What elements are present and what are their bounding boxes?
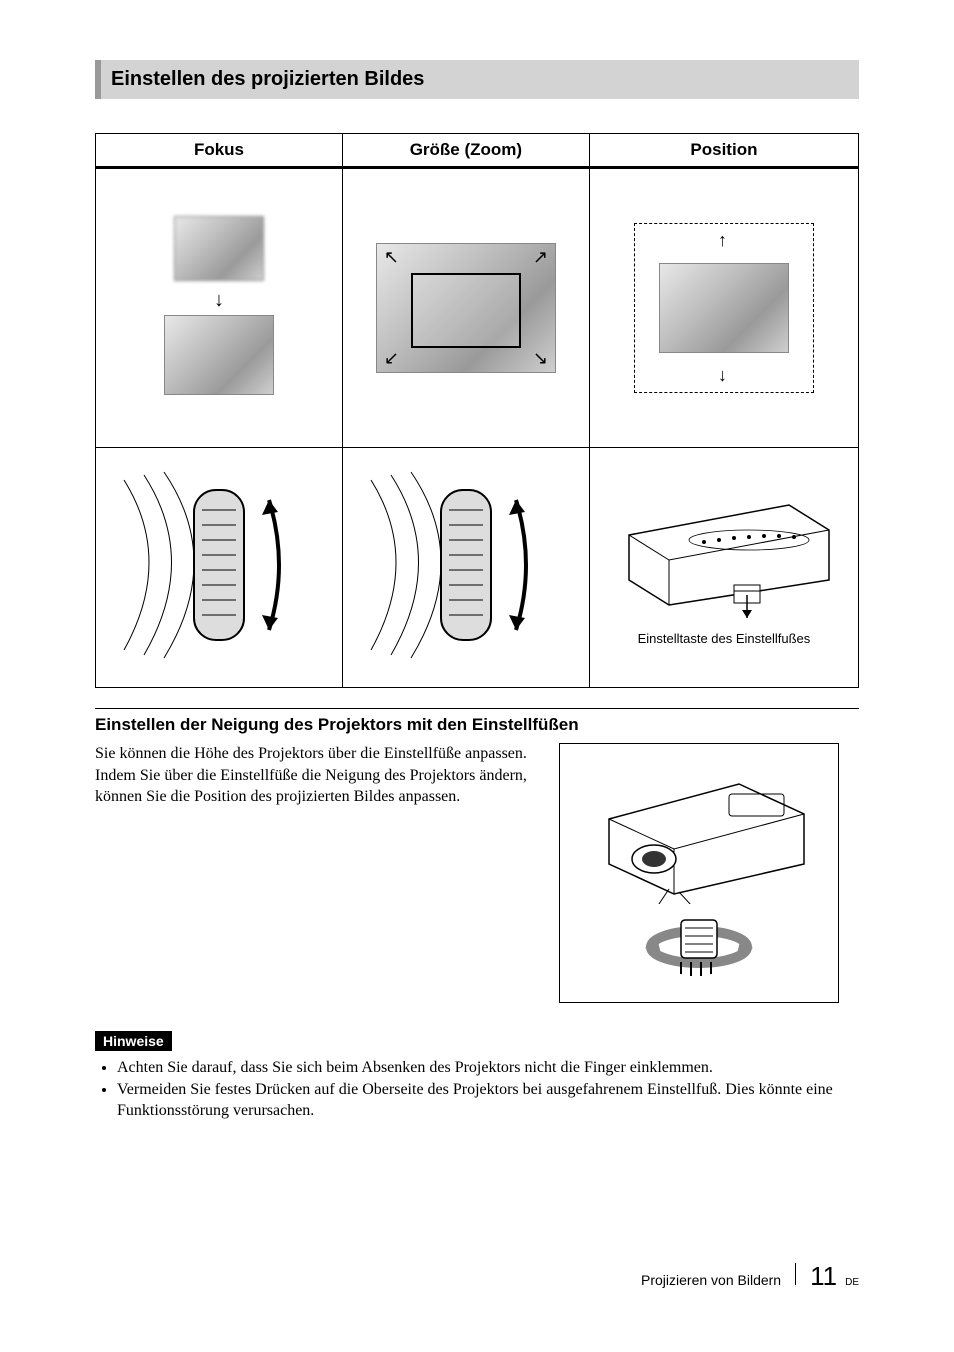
position-inner-image <box>659 263 789 353</box>
col-header-position: Position <box>589 134 858 168</box>
focus-wheel-illustration <box>114 460 324 670</box>
arrow-down-icon: ↓ <box>164 289 274 312</box>
arrow-ne-icon: ↗ <box>533 247 548 268</box>
thumb-sharp <box>164 315 274 395</box>
subsection-body: Sie können die Höhe des Projektors über … <box>95 743 859 1003</box>
divider <box>95 708 859 709</box>
projector-caption: Einstelltaste des Einstellfußes <box>596 631 852 646</box>
list-item: Achten Sie darauf, dass Sie sich beim Ab… <box>117 1057 859 1079</box>
footer-divider <box>795 1263 796 1285</box>
projector-tilt-illustration <box>559 743 839 1003</box>
arrow-nw-icon: ↖ <box>384 247 399 268</box>
arrow-up-icon: ↑ <box>718 230 727 251</box>
col-header-focus: Fokus <box>96 134 343 168</box>
thumb-blurred <box>174 216 264 281</box>
position-illustration: ↑ ↓ <box>624 218 824 398</box>
adjustment-table: Fokus Größe (Zoom) Position ↓ ↖ ↗ ↙ <box>95 133 859 688</box>
cell-projector-foot: Einstelltaste des Einstellfußes <box>589 448 858 688</box>
subsection-heading: Einstellen der Neigung des Projektors mi… <box>95 715 859 735</box>
table-row: ↓ ↖ ↗ ↙ ↘ ↑ ↓ <box>96 168 859 448</box>
footer-section-name: Projizieren von Bildern <box>641 1272 781 1288</box>
arrow-se-icon: ↘ <box>533 348 548 369</box>
cell-position-illus: ↑ ↓ <box>589 168 858 448</box>
focus-illustration: ↓ <box>164 216 274 400</box>
arrow-sw-icon: ↙ <box>384 348 399 369</box>
lang-code: DE <box>845 1277 859 1288</box>
list-item: Vermeiden Sie festes Drücken auf die Obe… <box>117 1079 859 1122</box>
cell-focus-illus: ↓ <box>96 168 343 448</box>
notes-label: Hinweise <box>95 1031 172 1051</box>
section-heading: Einstellen des projizierten Bildes <box>95 60 859 99</box>
page-footer: Projizieren von Bildern 11 DE <box>641 1261 859 1292</box>
zoom-wheel-illustration <box>361 460 571 670</box>
cell-zoom-illus: ↖ ↗ ↙ ↘ <box>342 168 589 448</box>
zoom-illustration: ↖ ↗ ↙ ↘ <box>366 233 566 383</box>
page-number: 11 <box>810 1261 837 1292</box>
cell-focus-wheel <box>96 448 343 688</box>
notes-list: Achten Sie darauf, dass Sie sich beim Ab… <box>95 1057 859 1122</box>
subsection-figure <box>559 743 859 1003</box>
table-row: Einstelltaste des Einstellfußes <box>96 448 859 688</box>
zoom-inner-frame <box>411 273 521 348</box>
projector-rear-illustration <box>609 490 839 620</box>
subsection-paragraph: Sie können die Höhe des Projektors über … <box>95 743 539 808</box>
cell-zoom-wheel <box>342 448 589 688</box>
arrow-down-icon: ↓ <box>718 365 727 386</box>
col-header-zoom: Größe (Zoom) <box>342 134 589 168</box>
